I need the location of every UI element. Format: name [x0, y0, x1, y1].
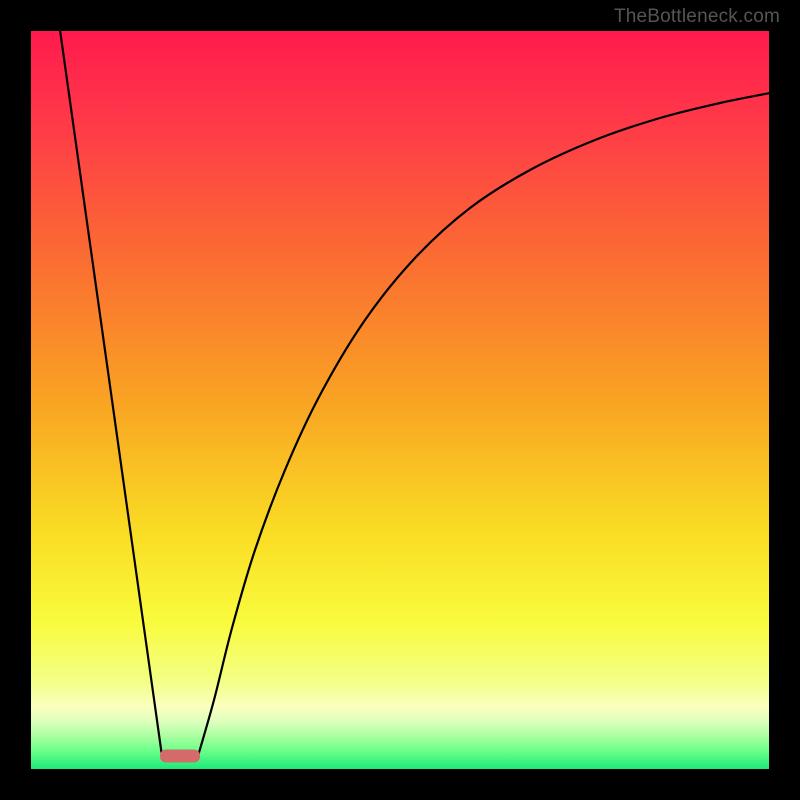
- watermark-text: TheBottleneck.com: [614, 6, 780, 28]
- minimum-marker: [160, 750, 200, 763]
- bottleneck-chart: [0, 0, 800, 800]
- plot-gradient-background: [30, 30, 770, 770]
